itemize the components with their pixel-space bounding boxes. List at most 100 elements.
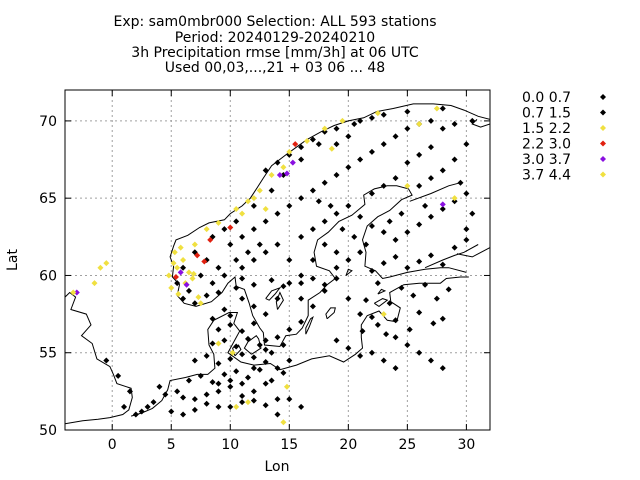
- y-tick-label-3: 65: [39, 191, 57, 207]
- point-s0-132: [321, 128, 328, 135]
- y-tick-label-4: 70: [39, 114, 57, 130]
- point-s0-69: [463, 236, 470, 243]
- point-s0-15: [250, 397, 257, 404]
- coastline-segment-14: [265, 286, 282, 301]
- point-s0-158: [298, 318, 305, 325]
- point-s0-100: [392, 133, 399, 140]
- point-s2-7: [185, 269, 192, 276]
- point-s0-87: [239, 233, 246, 240]
- point-s2-21: [416, 121, 423, 127]
- point-s0-159: [286, 326, 293, 333]
- point-s0-11: [203, 400, 210, 407]
- point-s1-58: [463, 226, 470, 233]
- point-s0-6: [162, 391, 169, 398]
- coastline-segment-11: [424, 244, 479, 269]
- legend-label-1: 0.7 1.5: [522, 106, 571, 122]
- legend: 0.0 0.70.7 1.51.5 2.22.2 3.03.0 3.73.7 4…: [522, 90, 606, 184]
- point-s0-81: [439, 315, 446, 322]
- point-s2-39: [328, 145, 335, 152]
- point-s0-148: [250, 257, 257, 263]
- point-s4-6: [177, 269, 184, 276]
- coastline-segment-10: [471, 119, 490, 128]
- point-s0-139: [380, 111, 387, 118]
- x-tick-label-4: 20: [339, 437, 357, 453]
- point-s2-19: [321, 125, 328, 132]
- point-s0-35: [221, 337, 228, 344]
- coastline-segment-4: [305, 315, 314, 335]
- point-s0-137: [262, 167, 269, 174]
- title-line-2: Period: 20240129-20240210: [175, 30, 375, 46]
- point-s1-4: [221, 226, 228, 233]
- point-s1-29: [368, 349, 375, 356]
- x-tick-label-5: 25: [398, 437, 416, 453]
- point-s1-1: [180, 264, 187, 271]
- point-s0-128: [380, 182, 387, 189]
- point-s0-17: [274, 396, 281, 403]
- point-s1-13: [368, 114, 375, 121]
- point-s1-30: [380, 357, 387, 364]
- point-s1-71: [315, 198, 322, 205]
- point-s1-64: [422, 202, 429, 209]
- point-s0-24: [256, 366, 263, 373]
- point-s0-114: [392, 236, 399, 243]
- point-s1-56: [250, 365, 257, 372]
- point-s1-60: [457, 179, 464, 186]
- coastline-segment-6: [243, 334, 262, 355]
- series-2: [91, 105, 458, 426]
- point-s1-50: [180, 411, 187, 418]
- title-line-3: 3h Precipitation rmse [mm/3h] at 06 UTC: [131, 45, 419, 61]
- point-s0-134: [298, 144, 305, 151]
- point-s0-131: [345, 133, 352, 140]
- point-s0-7: [174, 388, 181, 395]
- point-s2-18: [304, 138, 311, 144]
- point-s0-58: [333, 264, 340, 271]
- point-s2-22: [433, 105, 440, 112]
- point-s0-104: [439, 125, 446, 132]
- point-s1-70: [327, 202, 334, 209]
- point-s3-5: [172, 274, 179, 280]
- point-s1-0: [174, 280, 181, 287]
- point-s2-5: [180, 257, 187, 263]
- point-s0-79: [392, 317, 399, 324]
- point-s2-0: [103, 260, 110, 267]
- series-3: [172, 141, 299, 280]
- point-s0-140: [404, 108, 411, 115]
- point-s2-2: [91, 280, 98, 287]
- point-s0-37: [244, 335, 251, 342]
- point-s0-8: [156, 383, 163, 390]
- point-s0-92: [298, 195, 305, 202]
- point-s0-18: [185, 377, 192, 384]
- point-s0-127: [392, 175, 399, 182]
- point-s0-9: [180, 394, 187, 401]
- point-s0-55: [298, 280, 305, 287]
- point-s2-13: [244, 198, 251, 205]
- point-s0-86: [227, 241, 234, 248]
- point-s2-33: [175, 291, 182, 297]
- point-s2-4: [174, 264, 181, 271]
- point-s1-37: [239, 380, 246, 387]
- coastline-segment-7: [374, 298, 389, 308]
- point-s0-164: [298, 295, 305, 302]
- point-s1-42: [268, 349, 275, 356]
- point-s4-4: [289, 159, 296, 166]
- point-s0-121: [416, 182, 423, 189]
- point-s0-153: [286, 280, 293, 287]
- point-s1-25: [404, 342, 411, 348]
- point-s0-40: [227, 321, 234, 328]
- point-s0-68: [451, 244, 458, 251]
- point-s1-65: [398, 210, 405, 217]
- point-s0-97: [357, 156, 364, 163]
- grid-lines: [65, 90, 490, 431]
- y-axis-label: Lat: [5, 249, 21, 271]
- legend-marker-5: [600, 171, 606, 178]
- point-s1-48: [144, 403, 151, 410]
- point-s2-27: [244, 399, 251, 406]
- point-s1-27: [427, 357, 434, 364]
- point-s0-43: [209, 315, 216, 322]
- point-s0-109: [333, 210, 340, 217]
- point-s2-10: [203, 226, 210, 233]
- point-s1-45: [286, 396, 293, 403]
- point-s0-124: [404, 159, 411, 166]
- point-s2-38: [195, 294, 202, 301]
- legend-label-5: 3.7 4.4: [522, 168, 571, 184]
